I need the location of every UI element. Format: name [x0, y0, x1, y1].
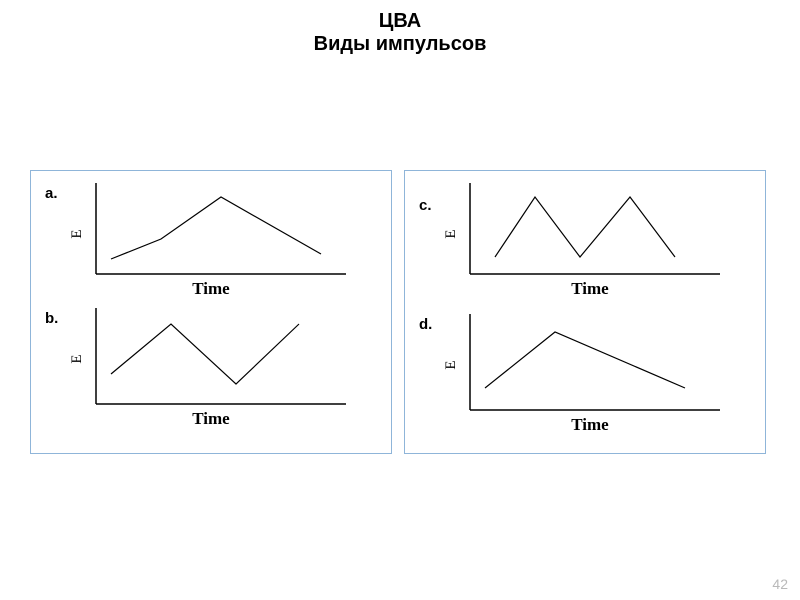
chart-c: c. E Time [415, 179, 755, 304]
label-d: d. [419, 316, 432, 333]
chart-d-svg: E Time [415, 310, 755, 440]
label-c: c. [419, 197, 432, 214]
panel-right: c. E Time d. E Time [404, 170, 766, 454]
xlabel-a: Time [192, 279, 230, 298]
page-number: 42 [772, 576, 788, 592]
chart-a: a. E Time [41, 179, 381, 304]
chart-d: d. E Time [415, 310, 755, 445]
waveform-a [111, 197, 321, 259]
chart-a-svg: E Time [41, 179, 381, 299]
chart-c-svg: E Time [415, 179, 755, 299]
ylabel-d: E [443, 360, 459, 369]
panel-left: a. E Time b. E Time [30, 170, 392, 454]
ylabel-b: E [69, 354, 85, 363]
waveform-c [495, 197, 675, 257]
xlabel-c: Time [571, 279, 609, 298]
title-line-2: Виды импульсов [0, 33, 800, 56]
xlabel-b: Time [192, 409, 230, 428]
ylabel-c: E [443, 229, 459, 238]
chart-b-svg: E Time [41, 304, 381, 434]
label-b: b. [45, 310, 58, 327]
ylabel-a: E [69, 229, 85, 238]
waveform-d [485, 332, 685, 388]
waveform-b [111, 324, 299, 384]
label-a: a. [45, 185, 58, 202]
xlabel-d: Time [571, 415, 609, 434]
chart-b: b. E Time [41, 304, 381, 439]
slide-title-block: ЦВА Виды импульсов [0, 10, 800, 56]
title-line-1: ЦВА [0, 10, 800, 33]
chart-panels: a. E Time b. E Time [30, 170, 766, 454]
